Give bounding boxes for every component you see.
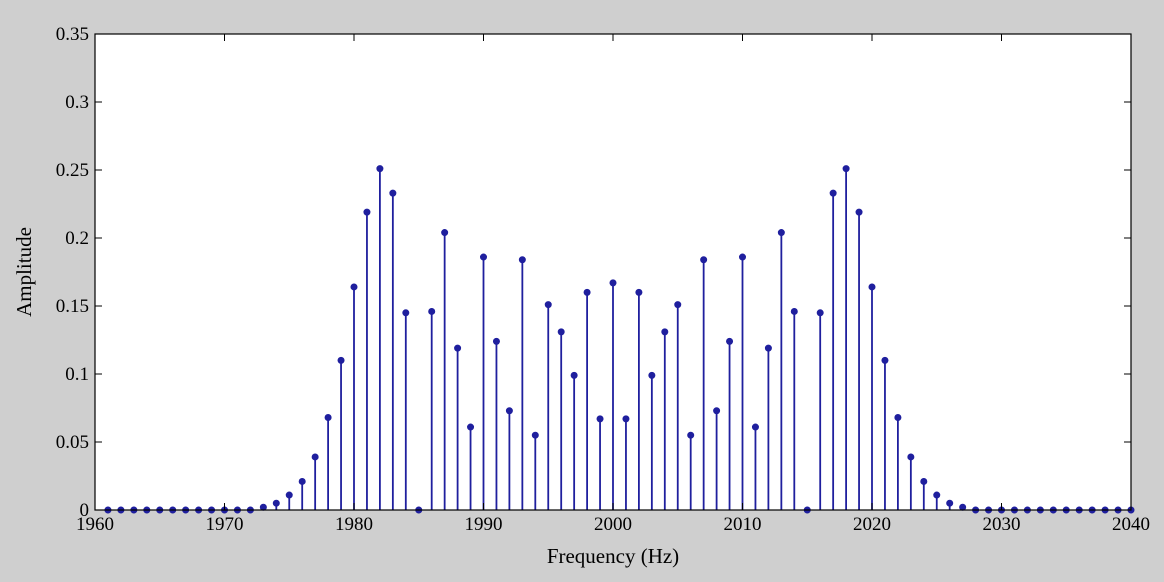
- stem-marker: [402, 309, 410, 317]
- x-tick-label: 2040: [1112, 514, 1150, 535]
- x-tick-label: 2010: [724, 514, 762, 535]
- y-tick-label: 0.25: [56, 160, 89, 181]
- stem-marker: [609, 279, 617, 287]
- stem-marker: [350, 283, 358, 291]
- stem-marker: [855, 208, 863, 216]
- stem-marker: [518, 256, 526, 264]
- stem-marker: [479, 253, 487, 261]
- stem-marker: [842, 165, 850, 173]
- stem-marker: [700, 256, 708, 264]
- stem-marker: [531, 431, 539, 439]
- stem-marker: [622, 415, 630, 423]
- x-tick-label: 1980: [335, 514, 373, 535]
- x-axis-label: Frequency (Hz): [547, 544, 679, 568]
- stem-marker: [764, 344, 772, 352]
- stem-marker: [596, 415, 604, 423]
- stem-marker: [920, 477, 928, 485]
- stem-marker: [790, 307, 798, 315]
- y-tick-label: 0.2: [65, 228, 89, 249]
- x-tick-label: 1960: [76, 514, 114, 535]
- stem-marker: [337, 356, 345, 364]
- stem-marker: [376, 165, 384, 173]
- stem-marker: [648, 371, 656, 379]
- y-tick-label: 0.35: [56, 24, 89, 45]
- stem-marker: [687, 431, 695, 439]
- y-tick-label: 0.1: [65, 364, 89, 385]
- stem-marker: [881, 356, 889, 364]
- stem-marker: [298, 477, 306, 485]
- stem-marker: [544, 301, 552, 309]
- x-tick-label: 2000: [594, 514, 632, 535]
- stem-marker: [583, 288, 591, 296]
- stem-marker: [738, 253, 746, 261]
- stem-marker: [751, 423, 759, 431]
- stem-marker: [946, 499, 954, 507]
- y-tick-label: 0.15: [56, 296, 89, 317]
- stem-marker: [661, 328, 669, 336]
- stem-marker: [907, 453, 915, 461]
- x-tick-label: 2020: [853, 514, 891, 535]
- x-tick-label: 1990: [465, 514, 503, 535]
- stem-marker: [311, 453, 319, 461]
- stem-marker: [492, 337, 500, 345]
- stem-marker: [441, 229, 449, 237]
- x-tick-label: 1970: [206, 514, 244, 535]
- y-tick-label: 0.05: [56, 432, 89, 453]
- stem-marker: [285, 491, 293, 499]
- stem-marker: [829, 189, 837, 197]
- stem-marker: [894, 414, 902, 422]
- stem-marker: [635, 288, 643, 296]
- stem-marker: [816, 309, 824, 317]
- stem-marker: [713, 407, 721, 415]
- stem-marker: [467, 423, 475, 431]
- stem-marker: [324, 414, 332, 422]
- x-tick-label: 2030: [983, 514, 1021, 535]
- stem-marker: [557, 328, 565, 336]
- stem-marker: [505, 407, 513, 415]
- stem-marker: [454, 344, 462, 352]
- stem-marker: [363, 208, 371, 216]
- stem-marker: [777, 229, 785, 237]
- stem-marker: [726, 337, 734, 345]
- stem-marker: [570, 371, 578, 379]
- stem-marker: [933, 491, 941, 499]
- y-tick-label: 0: [80, 500, 90, 521]
- y-axis-label: Amplitude: [12, 227, 36, 317]
- stem-marker: [868, 283, 876, 291]
- y-tick-label: 0.3: [65, 92, 89, 113]
- stem-marker: [389, 189, 397, 197]
- stem-marker: [272, 499, 280, 507]
- stem-marker: [674, 301, 682, 309]
- stem-marker: [428, 307, 436, 315]
